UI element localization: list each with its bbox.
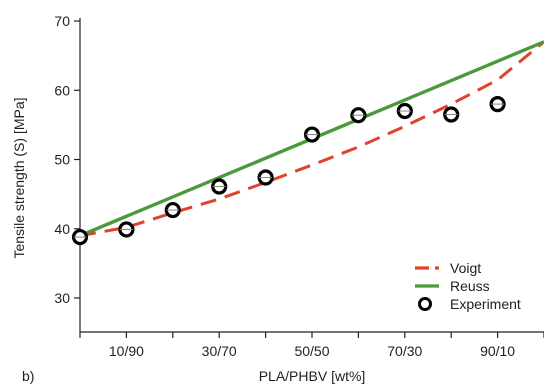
experiment-point bbox=[118, 221, 135, 238]
x-tick-label: 70/30 bbox=[387, 343, 422, 359]
x-tick-label: 50/50 bbox=[294, 343, 329, 359]
experiment-point bbox=[489, 95, 506, 113]
legend-label: Reuss bbox=[450, 278, 490, 294]
legend-label: Experiment bbox=[450, 296, 521, 312]
experiment-point bbox=[71, 228, 89, 246]
x-axis-title: PLA/PHBV [wt%] bbox=[259, 368, 366, 384]
experiment-point bbox=[443, 106, 460, 123]
y-tick-label: 40 bbox=[54, 221, 70, 237]
voigt-line bbox=[80, 40, 544, 238]
experiment-point bbox=[303, 126, 321, 143]
legend-marker bbox=[418, 297, 432, 311]
legend-item-experiment: Experiment bbox=[418, 296, 521, 312]
experiment-point bbox=[257, 169, 274, 186]
y-tick-label: 50 bbox=[54, 152, 70, 168]
x-tick-label: 30/70 bbox=[202, 343, 237, 359]
axes: 30 40 50 60 70 10/90 30/70 50/50 70/30 90/10 bbox=[54, 13, 544, 359]
experiment-point bbox=[211, 178, 228, 195]
y-tick-label: 30 bbox=[54, 290, 70, 306]
y-tick-label: 70 bbox=[54, 13, 70, 29]
legend-item-voigt: Voigt bbox=[415, 260, 481, 276]
experiment-point bbox=[164, 201, 181, 219]
y-axis-title: Tensile strength (S) [MPa] bbox=[11, 97, 27, 258]
experiment-point bbox=[350, 107, 367, 124]
y-tick-label: 60 bbox=[54, 82, 70, 98]
experiment-point bbox=[396, 102, 413, 120]
legend-label: Voigt bbox=[450, 260, 481, 276]
x-tick-label: 90/10 bbox=[480, 343, 515, 359]
x-tick-label: 10/90 bbox=[109, 343, 144, 359]
legend-item-reuss: Reuss bbox=[415, 278, 490, 294]
panel-label: b) bbox=[22, 368, 34, 384]
markers-layer bbox=[71, 95, 506, 246]
legend: Voigt Reuss Experiment bbox=[415, 260, 521, 312]
